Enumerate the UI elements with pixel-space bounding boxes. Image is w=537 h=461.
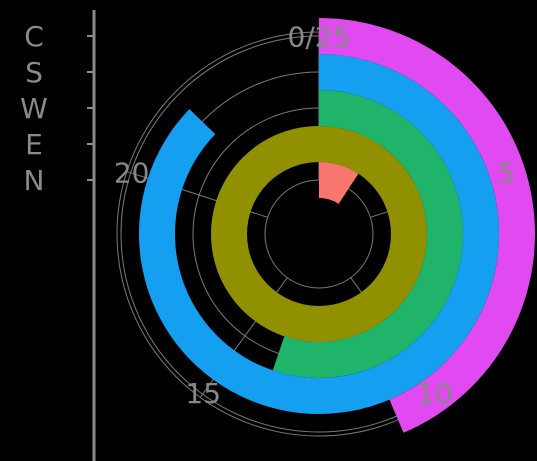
radial-label-n: N bbox=[24, 164, 45, 197]
angle-tick-label-2: 10 bbox=[417, 377, 453, 410]
radial-label-c: C bbox=[24, 20, 44, 53]
bar-e bbox=[210, 125, 428, 343]
angle-tick-label-1: 5 bbox=[497, 157, 515, 190]
angle-tick-label-3: 15 bbox=[185, 377, 221, 410]
bar-w bbox=[272, 90, 464, 378]
radial-label-w: W bbox=[20, 92, 48, 125]
angle-tick-label-4: 20 bbox=[114, 157, 150, 190]
bar-layer bbox=[139, 18, 536, 433]
bar-n bbox=[319, 162, 359, 204]
radial-label-e: E bbox=[25, 128, 43, 161]
bar-c bbox=[319, 18, 536, 433]
axis-layer bbox=[87, 10, 96, 461]
radial-label-s: S bbox=[25, 56, 43, 89]
angle-tick-label-0: 0/25 bbox=[288, 21, 351, 54]
